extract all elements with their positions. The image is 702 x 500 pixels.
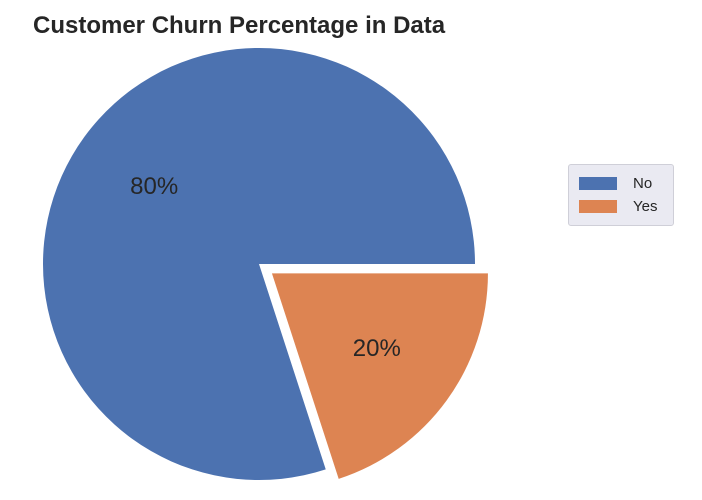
chart-legend: No Yes — [568, 164, 674, 226]
pie-label-yes: 20% — [353, 335, 401, 362]
legend-swatch-yes — [579, 200, 617, 213]
legend-label-no: No — [633, 175, 653, 192]
pie-label-no: 80% — [130, 173, 178, 200]
pie-slice-yes — [271, 273, 488, 479]
legend-item-no: No — [579, 172, 673, 195]
legend-label-yes: Yes — [633, 198, 658, 215]
legend-item-yes: Yes — [579, 195, 673, 218]
pie-slice-no — [42, 48, 476, 481]
chart-title: Customer Churn Percentage in Data — [33, 12, 446, 39]
legend-swatch-no — [579, 177, 617, 190]
